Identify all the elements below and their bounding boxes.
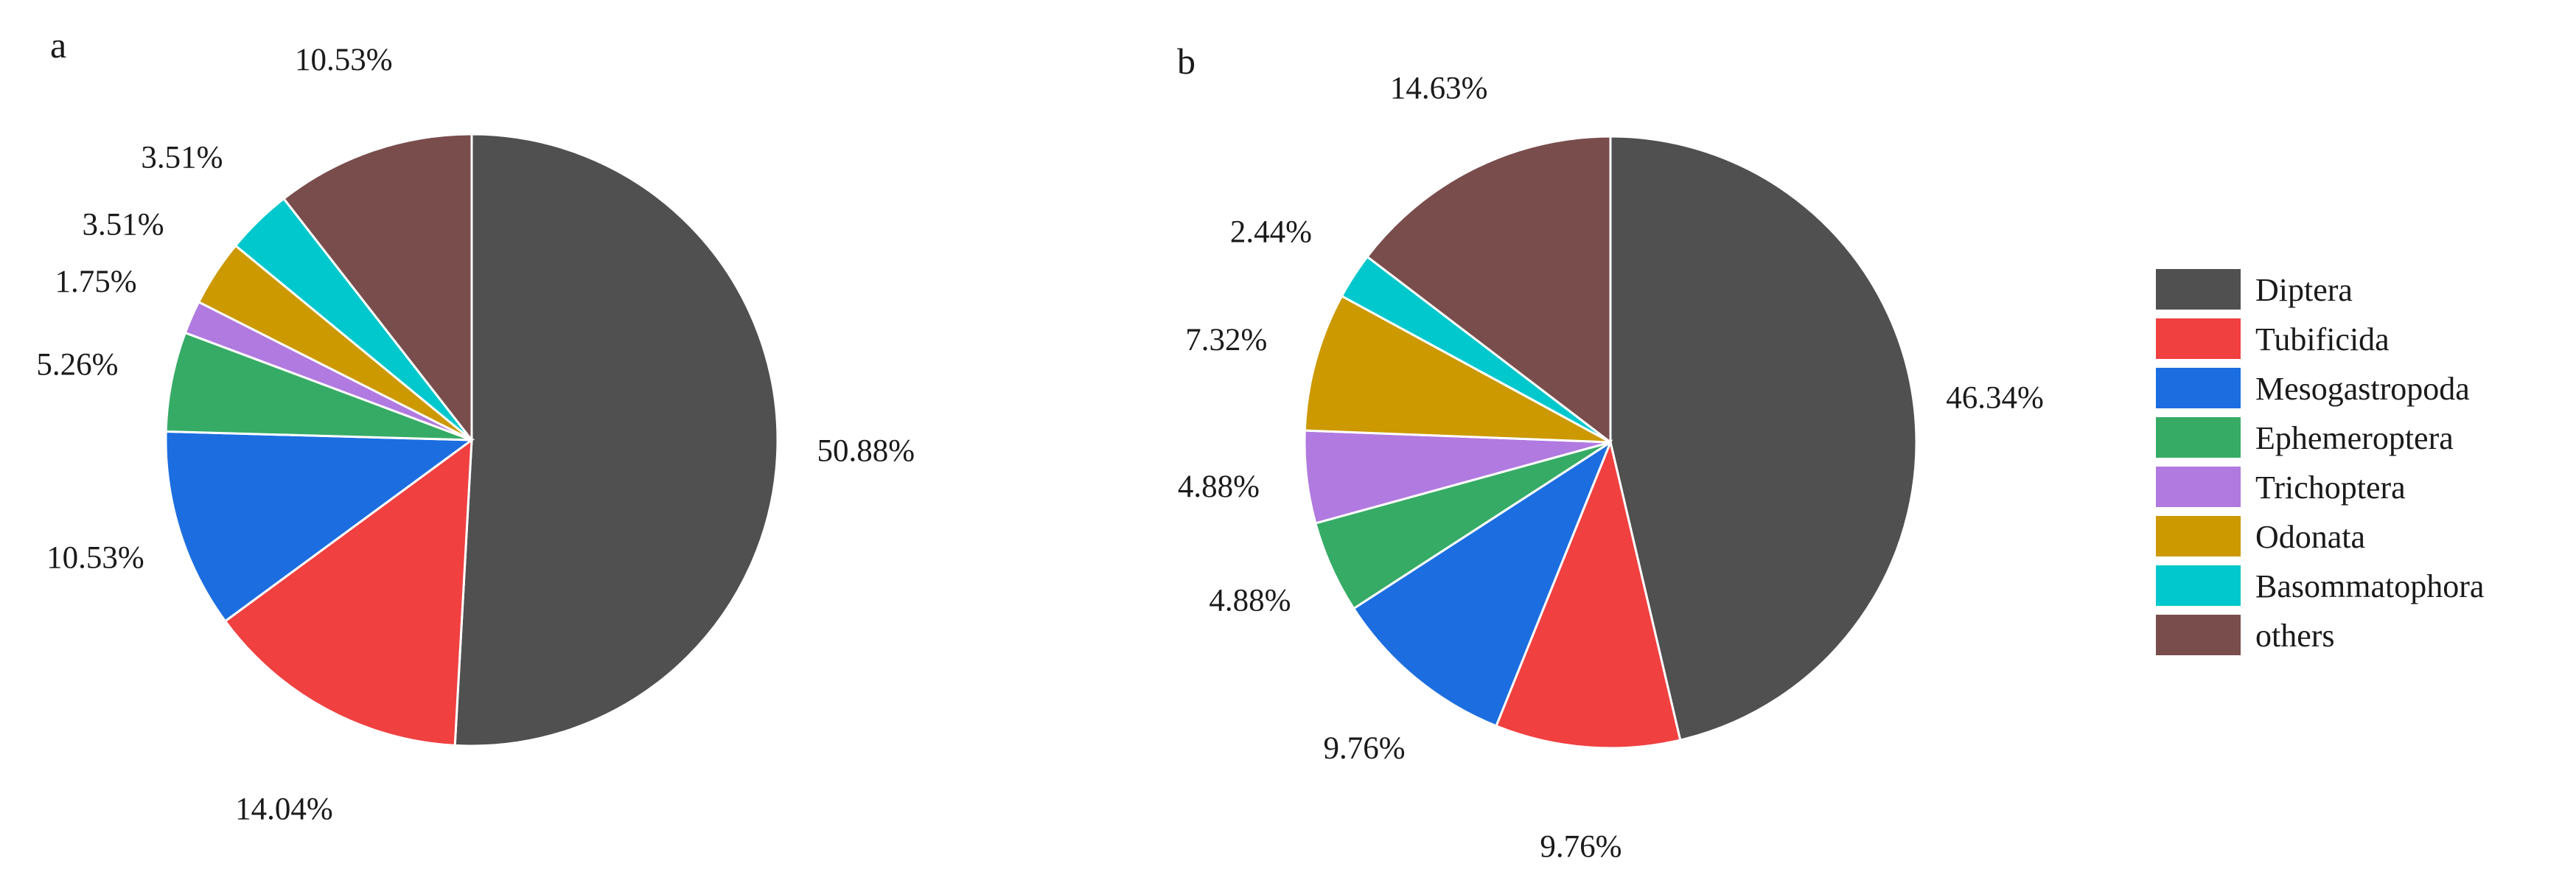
pie-b-slice-tubificida bbox=[1494, 439, 1682, 750]
pie-a-slice-others bbox=[282, 133, 473, 444]
legend-label-others: others bbox=[2255, 618, 2335, 654]
legend-label-basommatophora: Basommatophora bbox=[2255, 568, 2484, 604]
legend-label-trichoptera: Trichoptera bbox=[2255, 470, 2406, 506]
pie-b-label-others: 14.63% bbox=[1390, 71, 1488, 105]
pie-chart-a: 50.88% 14.04% 10.53% 5.26% 1.75% 3.51% 3.51% 10… bbox=[36, 43, 915, 827]
pie-b-slice-diptera bbox=[1609, 135, 1918, 741]
panel-a-label: a bbox=[50, 24, 66, 66]
pie-b-label-ephemeroptera: 4.88% bbox=[1209, 584, 1291, 618]
pie-a-label-odonata: 3.51% bbox=[83, 207, 164, 242]
pie-a-label-mesogastropoda: 10.53% bbox=[46, 541, 144, 576]
legend-swatch-trichoptera bbox=[2156, 467, 2241, 507]
pie-chart-b: 46.34% 9.76% 9.76% 4.88% 4.88% 7.32% 2.44% 14.6… bbox=[1178, 71, 2044, 864]
pie-a-label-others: 10.53% bbox=[295, 43, 393, 77]
legend-swatch-others bbox=[2156, 615, 2241, 655]
pie-b-slice-mesogastropoda bbox=[1352, 439, 1613, 727]
pie-a-label-tubificida: 14.04% bbox=[235, 792, 333, 827]
legend-label-ephemeroptera: Ephemeroptera bbox=[2255, 420, 2454, 456]
legend-label-mesogastropoda: Mesogastropoda bbox=[2255, 371, 2470, 407]
pie-b-label-mesogastropoda: 9.76% bbox=[1323, 731, 1405, 766]
pie-a-slice-tubificida bbox=[223, 437, 473, 747]
legend-label-diptera: Diptera bbox=[2255, 272, 2353, 308]
panel-b-label: b bbox=[1177, 41, 1195, 82]
pie-b-slice-others bbox=[1365, 135, 1612, 445]
legend-label-tubificida: Tubificida bbox=[2255, 321, 2390, 357]
legend-swatch-mesogastropoda bbox=[2156, 368, 2241, 408]
legend: Diptera Tubificida Mesogastropoda Ephemerop… bbox=[2156, 269, 2484, 655]
pie-b-label-tubificida: 9.76% bbox=[1540, 829, 1622, 864]
pie-b-label-diptera: 46.34% bbox=[1946, 381, 2044, 416]
pie-a-slice-ephemeroptera bbox=[164, 331, 472, 442]
pie-a-label-ephemeroptera: 5.26% bbox=[36, 347, 118, 382]
legend-swatch-ephemeroptera bbox=[2156, 417, 2241, 458]
pie-a-label-basommatophora: 3.51% bbox=[141, 141, 223, 175]
pie-a-label-diptera: 50.88% bbox=[817, 434, 915, 469]
legend-label-odonata: Odonata bbox=[2255, 519, 2365, 555]
legend-swatch-odonata bbox=[2156, 516, 2241, 556]
pie-b-label-trichoptera: 4.88% bbox=[1178, 470, 1260, 504]
legend-swatch-tubificida bbox=[2156, 318, 2241, 359]
pie-a-label-trichoptera: 1.75% bbox=[55, 265, 136, 299]
legend-swatch-diptera bbox=[2156, 269, 2241, 310]
legend-swatch-basommatophora bbox=[2156, 565, 2241, 606]
pie-b-slice-odonata bbox=[1303, 294, 1611, 444]
pie-b-label-odonata: 7.32% bbox=[1185, 323, 1267, 357]
pie-a-slice-diptera bbox=[453, 133, 779, 747]
pie-a-slice-mesogastropoda bbox=[164, 430, 475, 623]
pie-b-label-basommatophora: 2.44% bbox=[1230, 214, 1312, 249]
